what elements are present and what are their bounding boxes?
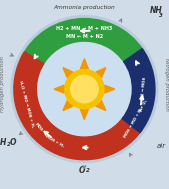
Polygon shape [105,85,115,93]
Wedge shape [14,52,142,160]
Text: 2: 2 [86,168,90,174]
Circle shape [71,75,98,103]
Text: H2 + MN → M + NH3: H2 + MN → M + NH3 [56,26,113,31]
Circle shape [11,16,158,163]
Text: O: O [10,138,16,146]
Polygon shape [80,59,88,69]
Circle shape [36,41,132,137]
Text: H: H [0,138,6,146]
Polygon shape [54,85,64,93]
Text: MOδ: MOδ [34,122,43,133]
Text: N₂ + MO → MOδ: N₂ + MO → MOδ [140,77,147,112]
Polygon shape [63,101,73,111]
Polygon shape [96,68,106,78]
Polygon shape [96,101,106,111]
Text: 3: 3 [159,13,163,18]
Wedge shape [20,19,148,69]
Text: MOδ + H₂: MOδ + H₂ [44,134,65,148]
Text: MN ← M + N2: MN ← M + N2 [66,34,103,39]
Polygon shape [63,68,73,78]
Text: O: O [79,166,86,175]
Text: H₂O + MO → MOδ + H₂: H₂O + MO → MOδ + H₂ [18,81,35,129]
Wedge shape [122,49,155,132]
Text: NH: NH [150,6,163,15]
Text: Hydrogen production: Hydrogen production [0,56,5,112]
Polygon shape [80,109,88,119]
Circle shape [65,70,104,109]
Text: air: air [157,143,166,149]
Text: 2: 2 [7,143,11,147]
Text: Ammonia production: Ammonia production [54,5,115,10]
Text: Nitrogen production: Nitrogen production [164,58,169,111]
Text: MOδ → MO + N + O₂: MOδ → MO + N + O₂ [124,99,149,139]
